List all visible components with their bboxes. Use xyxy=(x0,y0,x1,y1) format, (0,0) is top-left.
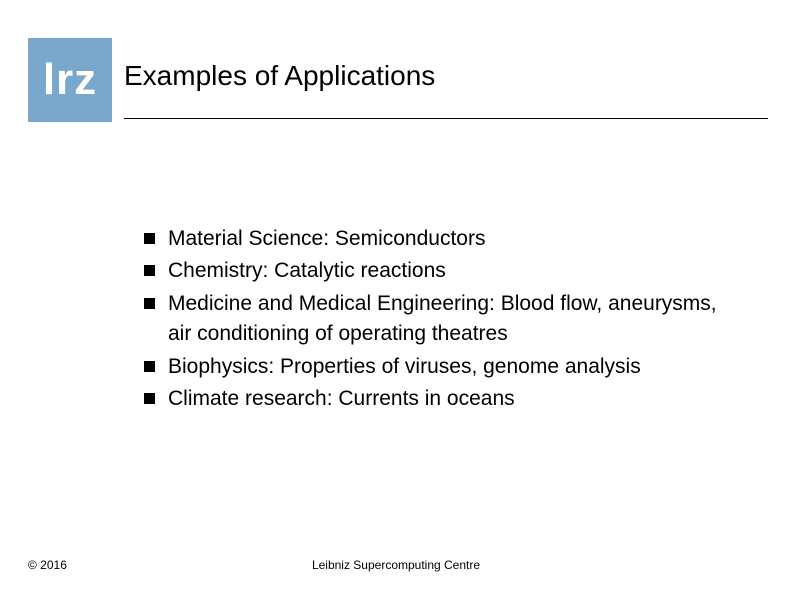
list-item: Medicine and Medical Engineering: Blood … xyxy=(144,289,732,350)
list-item: Material Science: Semiconductors xyxy=(144,224,732,254)
list-item: Climate research: Currents in oceans xyxy=(144,384,732,414)
page-title: Examples of Applications xyxy=(124,60,768,116)
bullet-list: Material Science: Semiconductors Chemist… xyxy=(144,224,732,415)
list-item: Biophysics: Properties of viruses, genom… xyxy=(144,352,732,382)
logo-text: lrz xyxy=(43,55,97,105)
title-area: Examples of Applications xyxy=(124,60,768,116)
footer-org: Leibniz Supercomputing Centre xyxy=(0,558,792,572)
list-item: Chemistry: Catalytic reactions xyxy=(144,256,732,286)
title-underline xyxy=(124,118,768,119)
content-area: Material Science: Semiconductors Chemist… xyxy=(144,224,732,417)
logo-box: lrz xyxy=(28,38,112,122)
